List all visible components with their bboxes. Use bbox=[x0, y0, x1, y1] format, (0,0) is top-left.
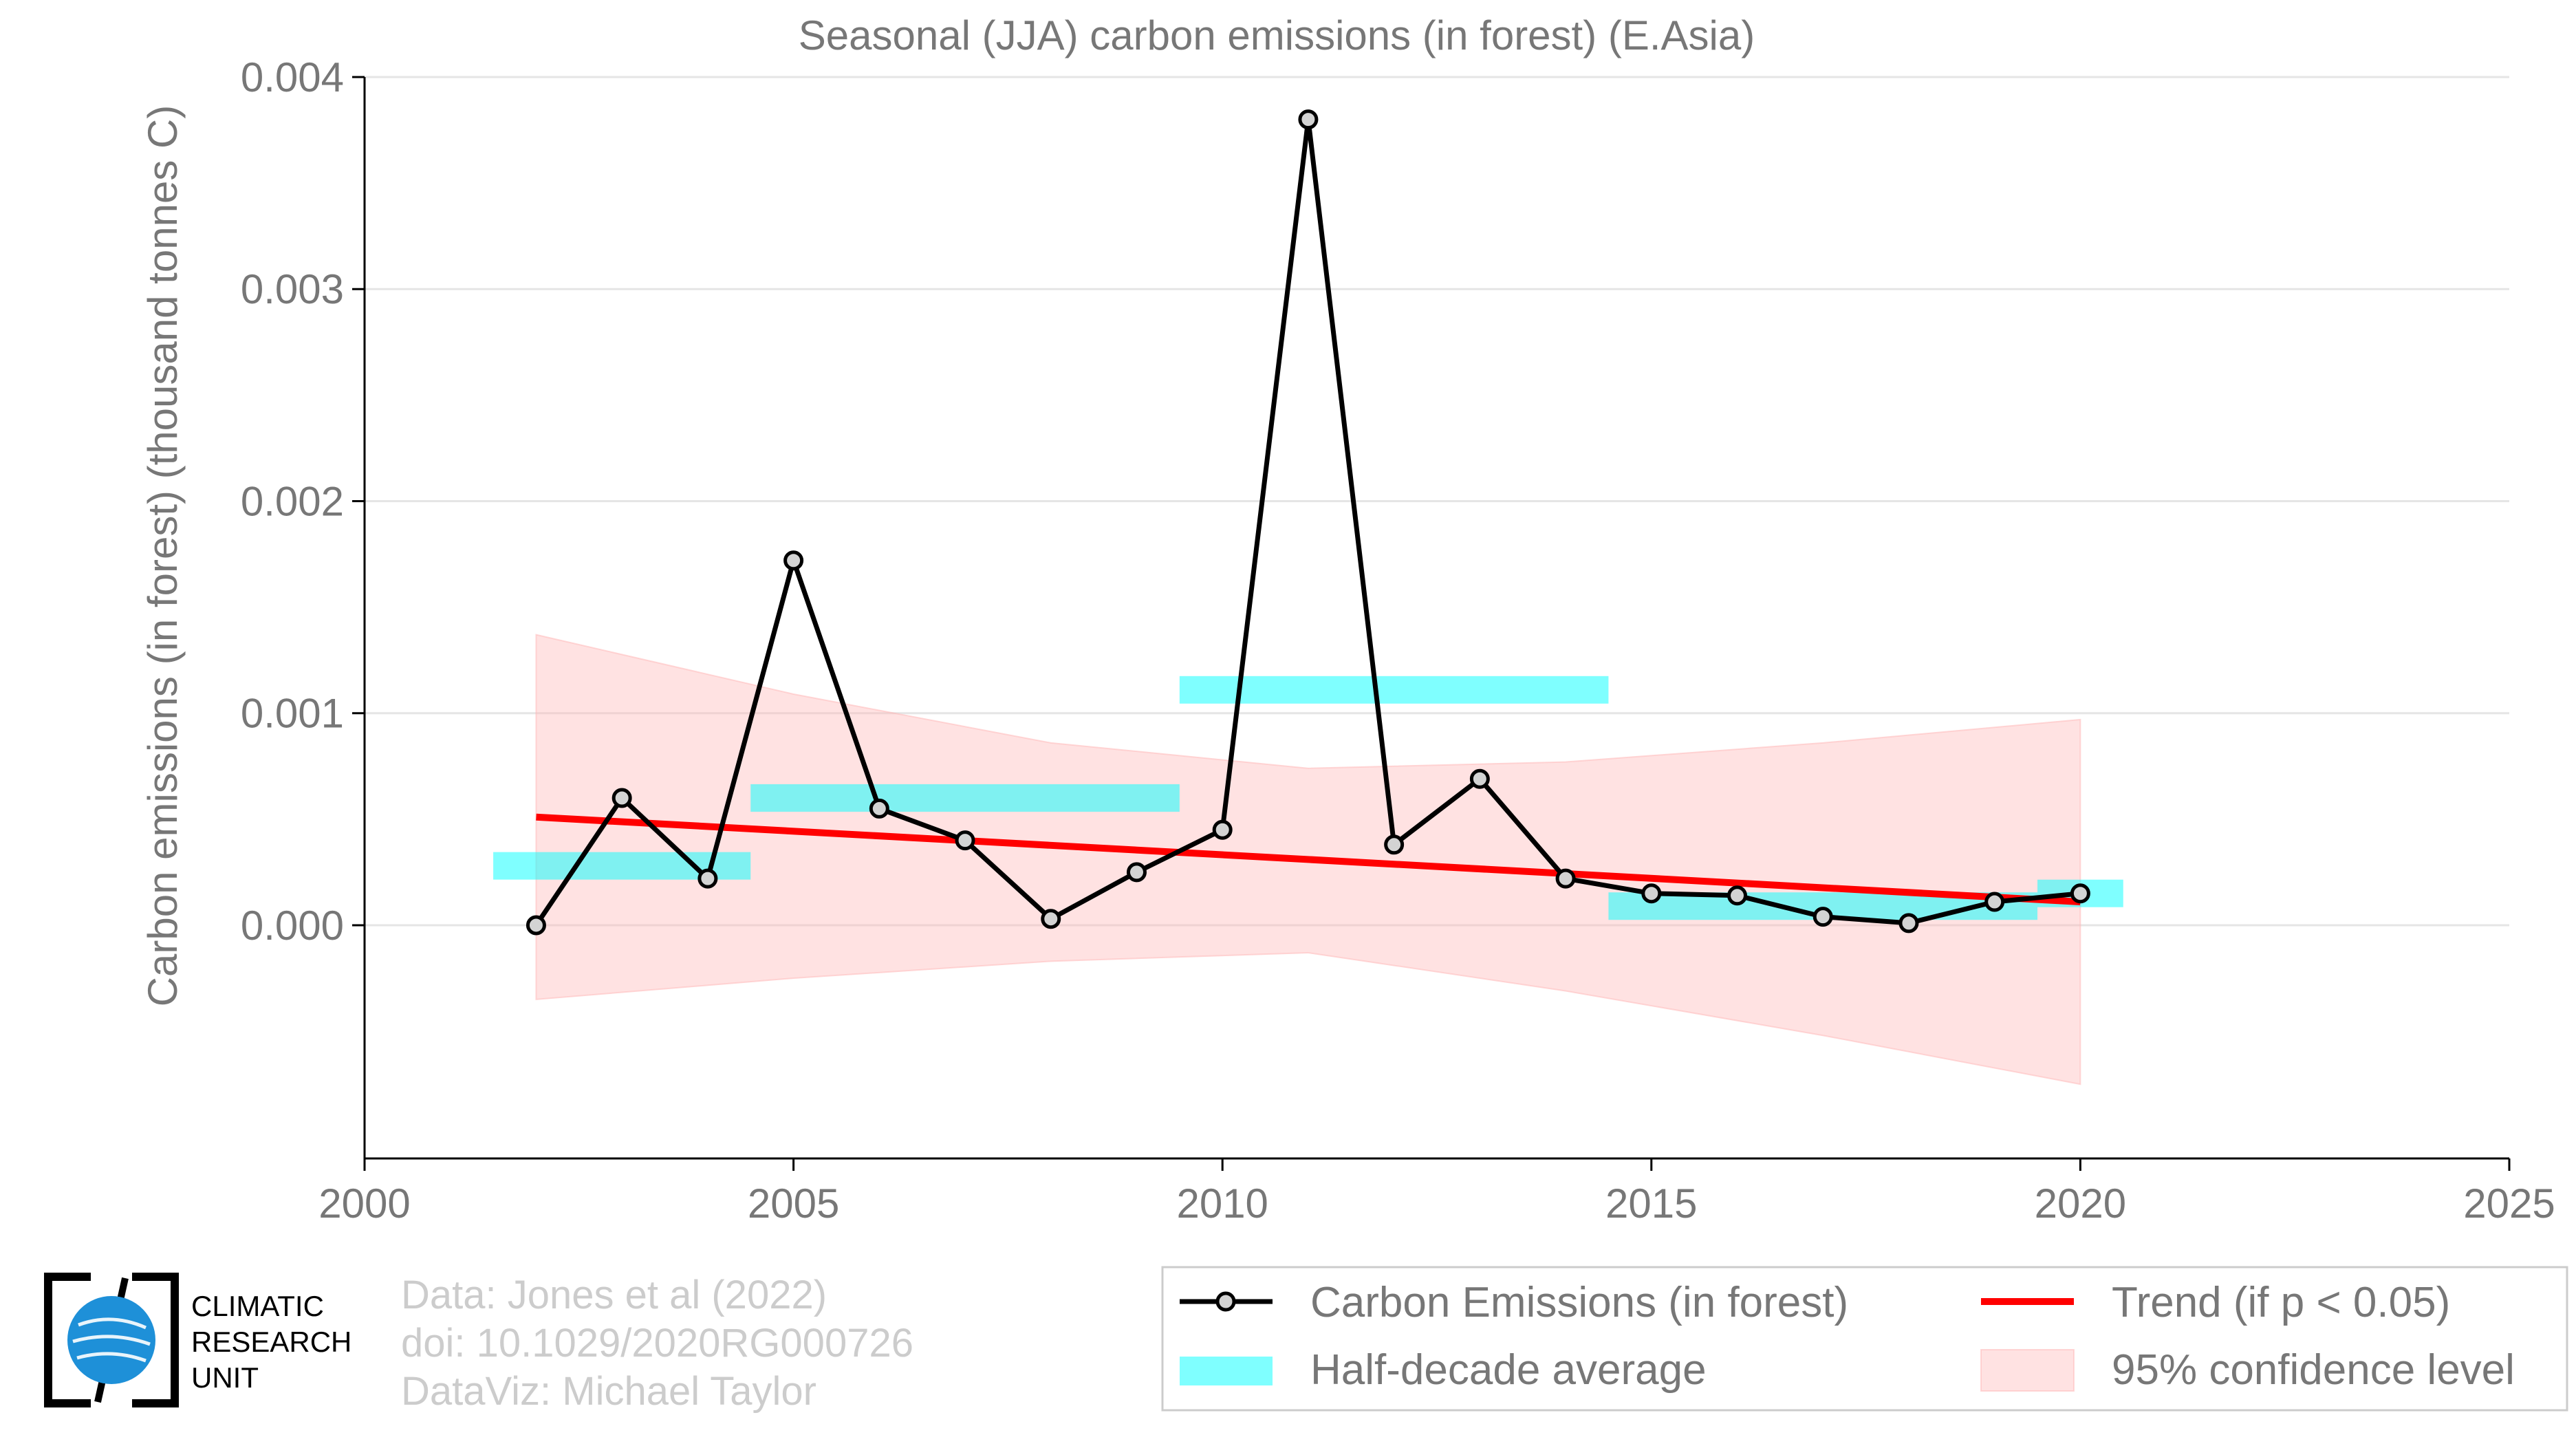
emissions-point bbox=[1812, 907, 1833, 927]
emissions-point bbox=[1469, 768, 1490, 789]
legend-average-label: Half-decade average bbox=[1310, 1346, 1707, 1394]
half-decade-bar bbox=[750, 784, 1180, 812]
emissions-point bbox=[955, 830, 975, 851]
x-tick-label: 2015 bbox=[1605, 1180, 1697, 1227]
axes: 0.000 0.001 0.002 0.003 0.004 2000 2005 2010 201… bbox=[241, 54, 2555, 1227]
legend-box bbox=[1161, 1266, 2568, 1412]
y-axis-label: Carbon emissions (in forest) (thousand t… bbox=[140, 105, 186, 1007]
emissions-point bbox=[1555, 868, 1576, 889]
data-credits: Data: Jones et al (2022) doi: 10.1029/20… bbox=[401, 1271, 913, 1416]
emissions-point bbox=[869, 798, 889, 819]
x-tick-label: 2025 bbox=[2463, 1180, 2555, 1227]
emissions-series-layer bbox=[526, 109, 2090, 936]
trend-line-layer bbox=[536, 813, 2081, 906]
emissions-point bbox=[1727, 885, 1748, 906]
x-tick-label: 2005 bbox=[748, 1180, 839, 1227]
emissions-point bbox=[1384, 834, 1405, 855]
legend-emissions-marker bbox=[1215, 1291, 1236, 1312]
grid-lines bbox=[365, 76, 2509, 927]
legend-confidence-swatch bbox=[1980, 1349, 2075, 1392]
legend-confidence-label: 95% confidence level bbox=[2112, 1346, 2515, 1394]
globe-icon bbox=[44, 1273, 179, 1407]
x-tick-label: 2010 bbox=[1176, 1180, 1268, 1227]
cru-logo bbox=[43, 1271, 180, 1409]
y-tick-label: 0.002 bbox=[241, 478, 344, 524]
logo-line-2: RESEARCH bbox=[191, 1326, 352, 1358]
emissions-point bbox=[2070, 883, 2090, 904]
emissions-point bbox=[611, 788, 632, 808]
legend-average-swatch bbox=[1180, 1357, 1273, 1385]
emissions-point bbox=[783, 550, 804, 571]
emissions-point bbox=[1641, 883, 1662, 904]
credit-dataviz: DataViz: Michael Taylor bbox=[401, 1369, 816, 1414]
y-tick-label: 0.004 bbox=[241, 54, 344, 100]
legend: Carbon Emissions (in forest) Half-decade … bbox=[1161, 1266, 2568, 1412]
credit-doi: doi: 10.1029/2020RG000726 bbox=[401, 1321, 913, 1366]
emissions-point bbox=[1041, 909, 1061, 929]
legend-emissions-label: Carbon Emissions (in forest) bbox=[1310, 1279, 1848, 1326]
emissions-point bbox=[1898, 913, 1919, 934]
emissions-point bbox=[697, 868, 718, 889]
cru-logo-text: CLIMATIC RESEARCH UNIT bbox=[191, 1288, 351, 1396]
chart-title: Seasonal (JJA) carbon emissions (in fore… bbox=[799, 12, 1755, 58]
y-tick-label: 0.000 bbox=[241, 903, 344, 949]
y-tick-label: 0.001 bbox=[241, 691, 344, 737]
legend-trend-label: Trend (if p < 0.05) bbox=[2112, 1279, 2450, 1326]
emissions-point bbox=[1984, 892, 2005, 912]
emissions-point bbox=[1126, 862, 1147, 883]
credit-data-source: Data: Jones et al (2022) bbox=[401, 1273, 827, 1317]
emissions-point bbox=[526, 915, 546, 936]
logo-line-1: CLIMATIC bbox=[191, 1290, 324, 1322]
emissions-point bbox=[1212, 819, 1233, 840]
logo-line-3: UNIT bbox=[191, 1361, 259, 1394]
half-decade-bar bbox=[1179, 676, 1609, 704]
x-tick-label: 2000 bbox=[318, 1180, 410, 1227]
x-tick-label: 2020 bbox=[2035, 1180, 2126, 1227]
y-tick-label: 0.003 bbox=[241, 266, 344, 312]
trend-line bbox=[536, 813, 2081, 906]
emissions-point bbox=[1298, 109, 1319, 130]
